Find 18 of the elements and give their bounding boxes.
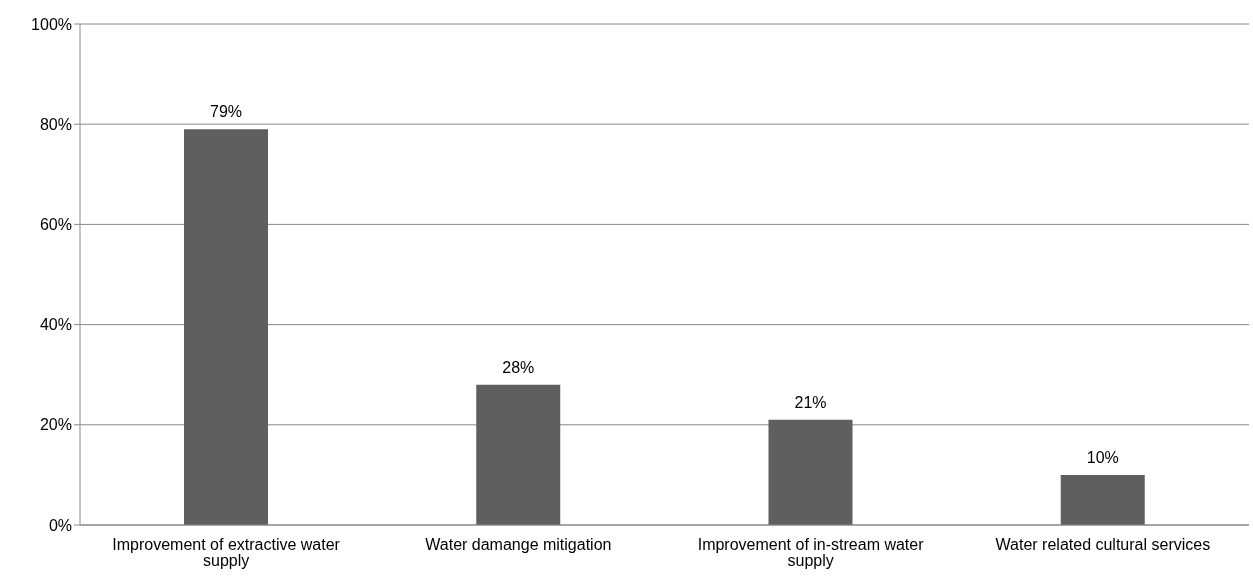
data-label: 79% [209,103,243,121]
x-tick-label: Water damange mitigation [425,536,612,554]
y-tick-label: 20% [39,416,72,434]
data-label: 21% [794,393,827,411]
x-tick-label: Water related cultural services [995,536,1211,554]
y-tick-label: 60% [39,216,72,234]
y-tick-label: 80% [39,115,72,133]
y-tick-label: 0% [48,516,72,534]
x-tick-label: Improvement of extractive water supply [112,536,341,570]
bar [768,419,853,525]
data-label: 28% [502,358,535,376]
bar [476,384,561,525]
data-label: 10% [1086,448,1119,466]
x-tick-label: Improvement of in-stream water supply [697,536,925,570]
y-tick-label: 40% [39,316,72,334]
y-tick-label: 100% [31,15,72,33]
bar [184,129,268,525]
bar [1060,474,1145,525]
